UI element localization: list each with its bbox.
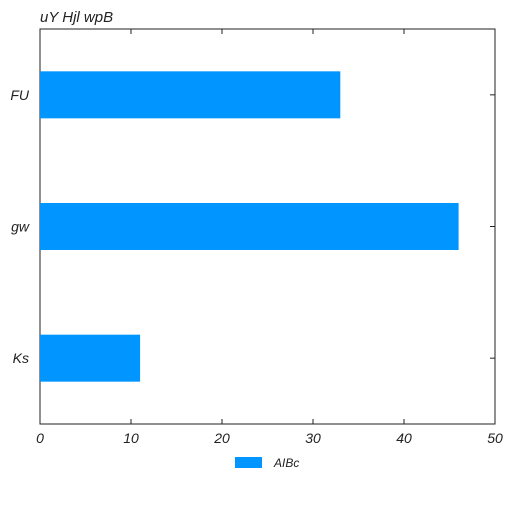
x-axis: 0 10 20 30 40 50 [36,29,503,446]
bar-series [40,71,459,382]
legend-label-aibc: AIBc [273,456,299,470]
y-tick-label: FU [10,87,30,103]
y-tick-label: gw [11,219,30,235]
x-tick-label: 50 [487,430,503,446]
x-tick-label: 30 [305,430,321,446]
legend-swatch [235,457,262,468]
legend: AIBc [235,456,299,470]
y-tick-label: Ks [13,350,29,366]
bar-gw [40,203,459,250]
x-tick-label: 20 [213,430,230,446]
x-tick-label: 40 [396,430,412,446]
chart-title: uY Hjl wpB [40,9,113,26]
x-tick-label: 10 [123,430,139,446]
bar-ks [40,334,141,382]
x-tick-label: 0 [36,430,44,446]
bar-fu [40,71,341,119]
